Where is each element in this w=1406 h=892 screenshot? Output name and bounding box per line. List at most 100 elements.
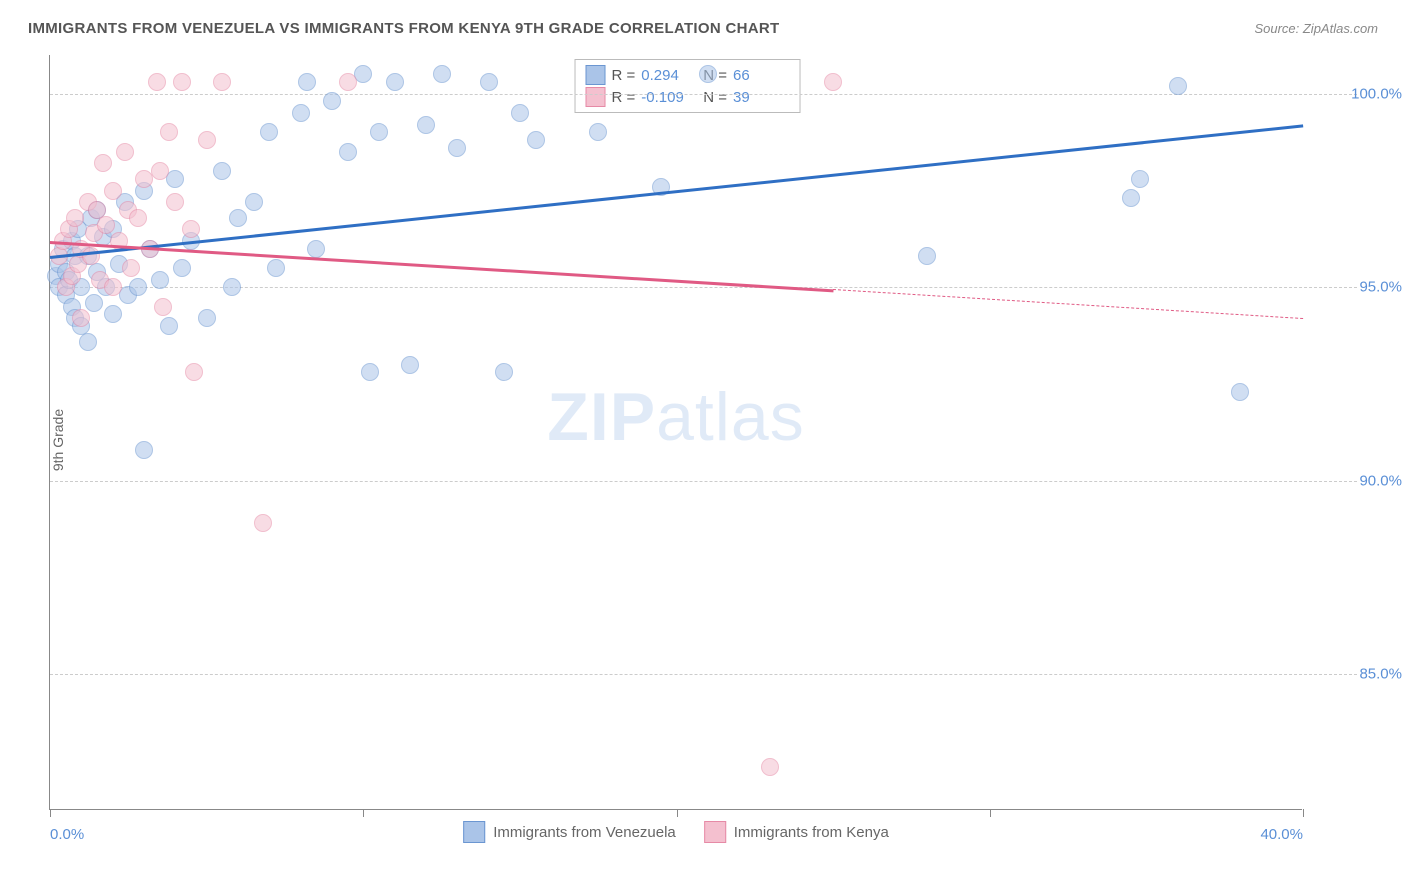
watermark-light: atlas: [656, 379, 805, 455]
data-point: [182, 220, 200, 238]
data-point: [370, 123, 388, 141]
y-axis-label: 9th Grade: [50, 409, 66, 471]
legend-swatch-icon: [704, 821, 726, 843]
legend: Immigrants from Venezuela Immigrants fro…: [463, 821, 889, 843]
data-point: [1169, 77, 1187, 95]
data-point: [122, 259, 140, 277]
data-point: [589, 123, 607, 141]
regression-line: [50, 241, 833, 292]
regression-line: [50, 125, 1303, 259]
stats-n-label: N =: [703, 89, 727, 106]
data-point: [254, 514, 272, 532]
gridline: [50, 674, 1357, 675]
data-point: [129, 209, 147, 227]
data-point: [339, 73, 357, 91]
data-point: [298, 73, 316, 91]
ytick-label: 90.0%: [1312, 472, 1402, 489]
xtick: [363, 809, 364, 817]
stats-r-value: 0.294: [641, 67, 697, 84]
data-point: [185, 363, 203, 381]
data-point: [354, 65, 372, 83]
data-point: [104, 305, 122, 323]
stats-r-label: R =: [612, 67, 636, 84]
data-point: [323, 92, 341, 110]
data-point: [72, 309, 90, 327]
ytick-label: 95.0%: [1312, 279, 1402, 296]
data-point: [292, 104, 310, 122]
data-point: [223, 278, 241, 296]
data-point: [198, 309, 216, 327]
stats-swatch-icon: [586, 65, 606, 85]
stats-row: R = 0.294 N = 66: [586, 64, 790, 86]
data-point: [480, 73, 498, 91]
data-point: [824, 73, 842, 91]
data-point: [307, 240, 325, 258]
data-point: [160, 317, 178, 335]
data-point: [386, 73, 404, 91]
data-point: [116, 143, 134, 161]
data-point: [148, 73, 166, 91]
data-point: [527, 131, 545, 149]
data-point: [85, 294, 103, 312]
watermark-bold: ZIP: [547, 379, 656, 455]
data-point: [495, 363, 513, 381]
data-point: [245, 193, 263, 211]
xtick: [1303, 809, 1304, 817]
data-point: [267, 259, 285, 277]
legend-label: Immigrants from Kenya: [734, 824, 889, 841]
data-point: [1231, 383, 1249, 401]
data-point: [229, 209, 247, 227]
data-point: [761, 758, 779, 776]
data-point: [1122, 189, 1140, 207]
data-point: [104, 278, 122, 296]
data-point: [129, 278, 147, 296]
title-bar: IMMIGRANTS FROM VENEZUELA VS IMMIGRANTS …: [28, 20, 1378, 37]
stats-r-label: R =: [612, 89, 636, 106]
ytick-label: 100.0%: [1312, 85, 1402, 102]
data-point: [135, 441, 153, 459]
data-point: [151, 162, 169, 180]
data-point: [433, 65, 451, 83]
legend-item: Immigrants from Kenya: [704, 821, 889, 843]
data-point: [66, 209, 84, 227]
data-point: [213, 162, 231, 180]
legend-swatch-icon: [463, 821, 485, 843]
data-point: [448, 139, 466, 157]
legend-item: Immigrants from Venezuela: [463, 821, 676, 843]
data-point: [198, 131, 216, 149]
data-point: [173, 73, 191, 91]
gridline: [50, 287, 1357, 288]
stats-r-value: -0.109: [641, 89, 697, 106]
data-point: [94, 154, 112, 172]
data-point: [154, 298, 172, 316]
data-point: [104, 182, 122, 200]
data-point: [173, 259, 191, 277]
source-label: Source: ZipAtlas.com: [1254, 21, 1378, 36]
stats-row: R = -0.109 N = 39: [586, 86, 790, 108]
xtick-label: 40.0%: [1260, 826, 1303, 843]
xtick-label: 0.0%: [50, 826, 84, 843]
ytick-label: 85.0%: [1312, 666, 1402, 683]
data-point: [260, 123, 278, 141]
data-point: [361, 363, 379, 381]
xtick: [990, 809, 991, 817]
data-point: [1131, 170, 1149, 188]
regression-line: [833, 289, 1303, 319]
stats-n-value: 39: [733, 89, 789, 106]
data-point: [166, 193, 184, 211]
data-point: [160, 123, 178, 141]
stats-box: R = 0.294 N = 66 R = -0.109 N = 39: [575, 59, 801, 113]
data-point: [97, 216, 115, 234]
data-point: [918, 247, 936, 265]
xtick: [677, 809, 678, 817]
legend-label: Immigrants from Venezuela: [493, 824, 676, 841]
stats-swatch-icon: [586, 87, 606, 107]
gridline: [50, 94, 1357, 95]
stats-n-value: 66: [733, 67, 789, 84]
xtick: [50, 809, 51, 817]
data-point: [166, 170, 184, 188]
plot-area: 9th Grade ZIPatlas R = 0.294 N = 66 R = …: [49, 55, 1302, 810]
data-point: [417, 116, 435, 134]
data-point: [213, 73, 231, 91]
watermark: ZIPatlas: [547, 378, 804, 456]
